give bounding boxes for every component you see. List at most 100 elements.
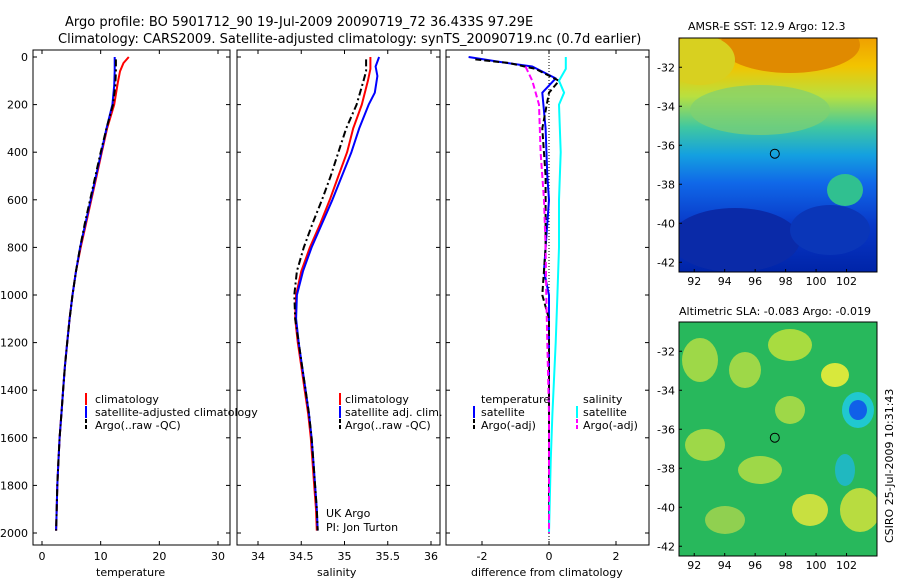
legend-group-title-temperature: temperature bbox=[481, 393, 550, 406]
y-tick-label: 0 bbox=[21, 51, 28, 64]
sla-argo-location-marker bbox=[769, 432, 780, 443]
legend-group-title-salinity: salinity bbox=[583, 393, 623, 406]
x-tick-label: 2 bbox=[613, 550, 620, 563]
map-y-tick-label: -36 bbox=[657, 139, 675, 152]
sst-cold-blob bbox=[790, 205, 870, 255]
y-tick-label: 800 bbox=[7, 241, 28, 254]
series-line bbox=[55, 56, 130, 531]
legend-label: climatology bbox=[95, 393, 159, 406]
sla-low-core bbox=[849, 400, 867, 420]
depth-tick-labels: 0 200 400 600 800 1000 1200 1400 1600 1800 2000 bbox=[0, 51, 28, 540]
map-y-tick-label: -36 bbox=[657, 423, 675, 436]
sst-eddy bbox=[827, 174, 863, 206]
series-line bbox=[55, 57, 116, 531]
salinity-xlabel: salinity bbox=[317, 566, 357, 579]
map-x-tick-label: 92 bbox=[687, 559, 701, 572]
y-tick-label: 600 bbox=[7, 194, 28, 207]
sla-high-blob bbox=[840, 488, 877, 532]
sst-mid-blob bbox=[690, 85, 830, 135]
map-x-tick-label: 102 bbox=[836, 275, 857, 288]
y-tick-label: 1400 bbox=[0, 384, 28, 397]
sst-warm-blob bbox=[720, 38, 860, 73]
difference-legend: temperature satellite Argo(-adj) salinit… bbox=[473, 393, 638, 432]
difference-ticks: -2 0 2 bbox=[446, 50, 649, 563]
x-tick-label: 34 bbox=[251, 550, 265, 563]
salinity-axes-frame bbox=[236, 49, 441, 546]
map-y-tick-label: -38 bbox=[657, 462, 675, 475]
map-y-tick-label: -34 bbox=[657, 384, 675, 397]
temperature-xlabel: temperature bbox=[96, 566, 165, 579]
difference-series bbox=[468, 56, 567, 534]
y-tick-label: 1000 bbox=[0, 289, 28, 302]
temperature-series bbox=[55, 56, 130, 531]
figure-title-line2: Climatology: CARS2009. Satellite-adjuste… bbox=[58, 32, 641, 47]
sla-high-blob bbox=[821, 363, 849, 387]
legend-label: Argo(-adj) bbox=[481, 419, 536, 432]
salinity-series bbox=[293, 56, 381, 531]
x-tick-label: 34.5 bbox=[289, 550, 314, 563]
map-x-tick-label: 98 bbox=[779, 559, 793, 572]
legend-label: Argo(-adj) bbox=[583, 419, 638, 432]
y-tick-label: 200 bbox=[7, 99, 28, 112]
map-x-tick-label: 100 bbox=[806, 559, 827, 572]
map-x-tick-label: 94 bbox=[718, 275, 732, 288]
map-y-tick-label: -40 bbox=[657, 501, 675, 514]
temperature-ticks: 0 10 20 30 bbox=[33, 50, 230, 563]
series-line bbox=[55, 59, 117, 531]
temperature-axes-frame bbox=[32, 49, 231, 546]
legend-label: Argo(..raw -QC) bbox=[345, 419, 431, 432]
y-tick-label: 2000 bbox=[0, 527, 28, 540]
sla-high-blob bbox=[685, 429, 725, 461]
sst-map-image bbox=[679, 38, 877, 272]
y-tick-label: 1200 bbox=[0, 337, 28, 350]
x-tick-label: -2 bbox=[477, 550, 488, 563]
map-x-tick-label: 100 bbox=[806, 275, 827, 288]
difference-xlabel: difference from climatology bbox=[471, 566, 623, 579]
y-tick-label: 1600 bbox=[0, 432, 28, 445]
sla-high-blob bbox=[775, 396, 805, 424]
legend-label: satellite bbox=[583, 406, 627, 419]
salinity-ticks: 34 34.5 35 35.5 36 bbox=[237, 50, 440, 563]
series-line bbox=[548, 57, 567, 534]
sla-high-blob bbox=[705, 506, 745, 534]
difference-axes-frame bbox=[445, 49, 650, 546]
sla-high-blob bbox=[729, 352, 761, 388]
map-x-tick-label: 102 bbox=[836, 559, 857, 572]
y-tick-label: 1800 bbox=[0, 479, 28, 492]
map-x-tick-label: 92 bbox=[687, 275, 701, 288]
sst-map-frame bbox=[678, 37, 878, 273]
series-line bbox=[293, 59, 368, 531]
map-x-tick-label: 96 bbox=[748, 559, 762, 572]
map-y-tick-label: -42 bbox=[657, 540, 675, 553]
salinity-legend: climatology satellite adj. clim. Argo(..… bbox=[339, 393, 442, 432]
map-y-tick-label: -40 bbox=[657, 217, 675, 230]
y-tick-label: 400 bbox=[7, 146, 28, 159]
map-y-tick-label: -42 bbox=[657, 256, 675, 269]
sla-map-image bbox=[679, 322, 877, 556]
sla-high-blob bbox=[768, 329, 812, 361]
legend-label: climatology bbox=[345, 393, 409, 406]
x-tick-label: 20 bbox=[152, 550, 166, 563]
temperature-legend: climatology satellite-adjusted climatolo… bbox=[85, 393, 258, 432]
map-y-tick-label: -38 bbox=[657, 178, 675, 191]
figure-title-line1: Argo profile: BO 5901712_90 19-Jul-2009 … bbox=[65, 15, 533, 30]
legend-label: satellite-adjusted climatology bbox=[95, 406, 258, 419]
x-tick-label: 10 bbox=[94, 550, 108, 563]
sla-map-frame bbox=[678, 321, 878, 557]
sst-map-ticks: 92 94 96 98 100 102 -32 -34 -36 -38 -40 -42 bbox=[657, 61, 857, 288]
sst-map-title: AMSR-E SST: 12.9 Argo: 12.3 bbox=[688, 20, 846, 33]
sla-map-title: Altimetric SLA: -0.083 Argo: -0.019 bbox=[679, 305, 871, 318]
sla-map-ticks: 92 94 96 98 100 102 -32 -34 -36 -38 -40 -42 bbox=[657, 345, 857, 572]
x-tick-label: 0 bbox=[39, 550, 46, 563]
sla-high-blob bbox=[792, 494, 828, 526]
map-x-tick-label: 94 bbox=[718, 559, 732, 572]
x-tick-label: 35 bbox=[338, 550, 352, 563]
annotation-program: UK Argo bbox=[326, 507, 371, 520]
map-x-tick-label: 98 bbox=[779, 275, 793, 288]
legend-label: Argo(..raw -QC) bbox=[95, 419, 181, 432]
series-line bbox=[524, 66, 550, 533]
sla-high-blob bbox=[682, 338, 718, 382]
legend-label: satellite adj. clim. bbox=[345, 406, 442, 419]
series-line bbox=[295, 56, 381, 531]
